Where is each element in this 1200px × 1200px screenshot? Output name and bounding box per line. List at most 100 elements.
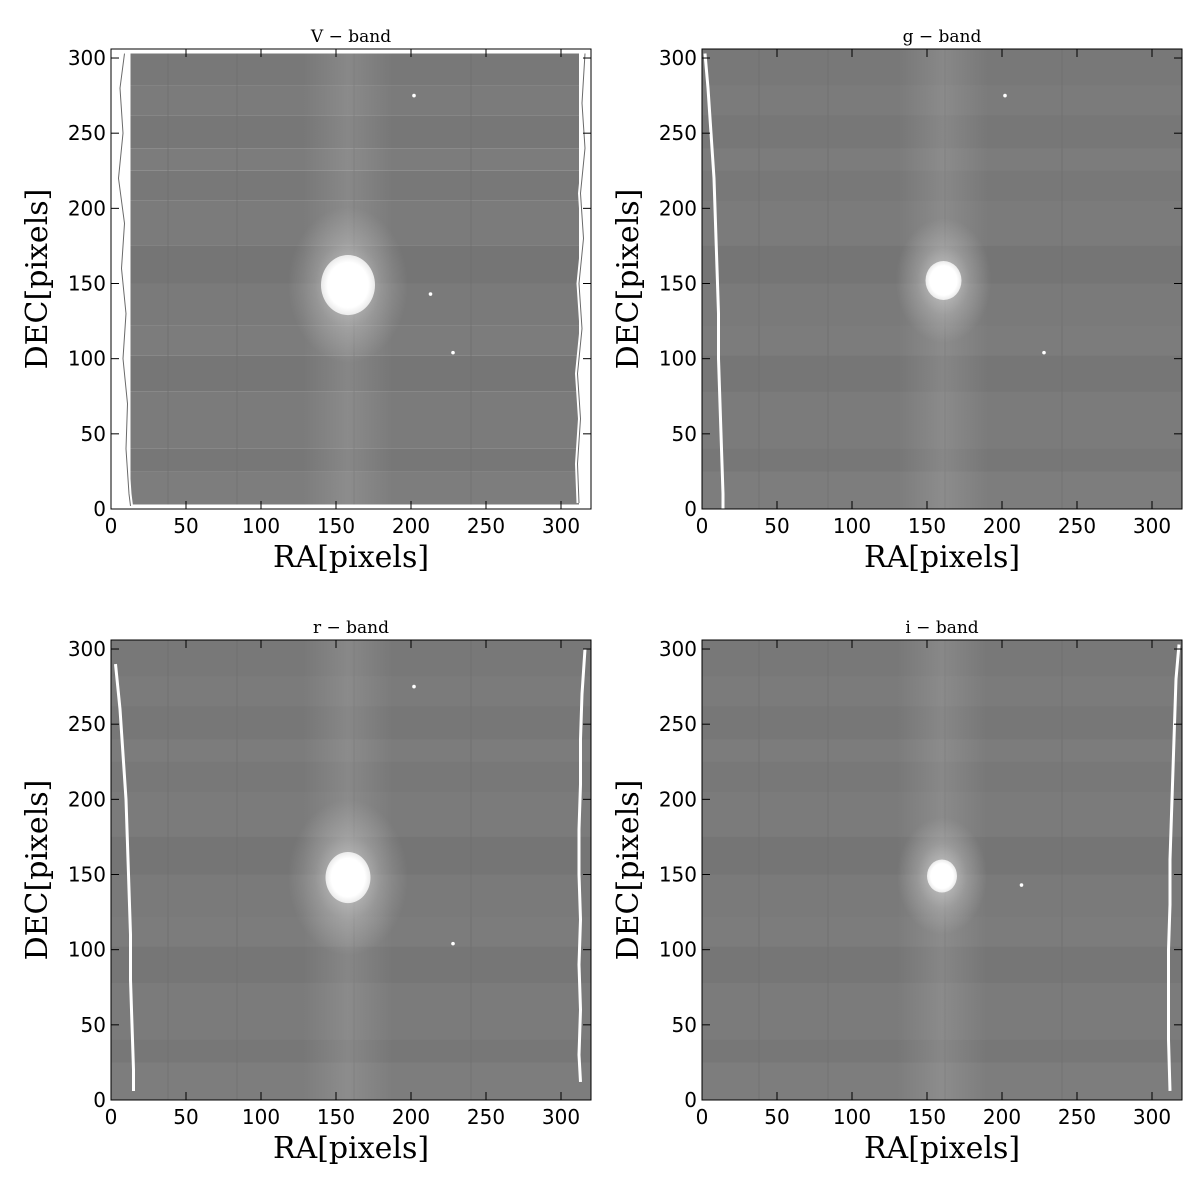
y-tick-label: 150 — [68, 272, 106, 296]
x-axis-label: RA[pixels] — [864, 1131, 1020, 1166]
y-tick-label: 250 — [68, 712, 106, 736]
tick-marks — [701, 49, 1182, 510]
x-tick-label: 50 — [173, 514, 198, 538]
image-area — [111, 640, 591, 1100]
image-area — [702, 640, 1182, 1100]
axes-frame — [701, 48, 1183, 510]
x-tick-label: 200 — [983, 1105, 1021, 1129]
tick-marks — [110, 49, 591, 510]
panel-title: g − band — [903, 27, 982, 47]
x-tick-label: 100 — [833, 514, 871, 538]
x-tick-label: 200 — [983, 514, 1021, 538]
panel-r-band: 0 50 100 150 200 250 300 0 50 100 150 200 250 300 r … — [20, 618, 592, 1166]
y-tick-labels: 0 50 100 150 200 250 300 — [659, 637, 697, 1112]
y-axis-label: DEC[pixels] — [611, 189, 646, 370]
x-tick-labels: 0 50 100 150 200 250 300 — [105, 1105, 580, 1129]
x-tick-label: 0 — [105, 514, 118, 538]
x-tick-label: 150 — [317, 1105, 355, 1129]
y-tick-label: 300 — [68, 637, 106, 661]
point-source — [451, 941, 455, 946]
y-tick-label: 100 — [68, 347, 106, 371]
y-tick-label: 150 — [659, 863, 697, 887]
point-source — [428, 292, 433, 296]
x-tick-label: 150 — [317, 514, 355, 538]
x-tick-label: 200 — [392, 514, 430, 538]
x-tick-labels: 0 50 100 150 200 250 300 — [696, 1105, 1171, 1129]
x-tick-label: 100 — [242, 1105, 280, 1129]
panel-i-band: 0 50 100 150 200 250 300 0 50 100 150 200 250 300 i … — [611, 618, 1183, 1166]
y-tick-label: 300 — [659, 46, 697, 70]
x-tick-label: 50 — [173, 1105, 198, 1129]
x-tick-label: 300 — [542, 514, 580, 538]
x-tick-label: 250 — [467, 514, 505, 538]
y-tick-labels: 0 50 100 150 200 250 300 — [68, 46, 106, 521]
y-tick-label: 0 — [684, 1088, 697, 1112]
panel-title: r − band — [313, 618, 389, 638]
x-tick-label: 100 — [833, 1105, 871, 1129]
panel-v-band: 0 50 100 150 200 250 300 0 50 100 150 200 250 300 V … — [20, 27, 592, 575]
edge-artifact — [703, 53, 725, 509]
y-tick-label: 250 — [659, 712, 697, 736]
tick-marks — [110, 640, 591, 1101]
x-tick-label: 300 — [542, 1105, 580, 1129]
axes-frame — [701, 639, 1183, 1101]
edge-artifact — [577, 648, 587, 1083]
axes-frame — [110, 639, 592, 1101]
x-tick-label: 150 — [908, 514, 946, 538]
x-tick-labels: 0 50 100 150 200 250 300 — [696, 514, 1171, 538]
x-tick-label: 0 — [105, 1105, 118, 1129]
point-source — [1042, 350, 1046, 355]
y-axis-label: DEC[pixels] — [20, 189, 55, 370]
y-tick-label: 50 — [672, 422, 697, 446]
y-tick-label: 100 — [659, 938, 697, 962]
panel-title: i − band — [905, 618, 978, 638]
x-axis-label: RA[pixels] — [864, 540, 1020, 575]
x-tick-labels: 0 50 100 150 200 250 300 — [105, 514, 580, 538]
y-axis-label: DEC[pixels] — [611, 780, 646, 961]
source-core — [925, 260, 962, 301]
source-core — [927, 859, 957, 893]
panel-g-band: 0 50 100 150 200 250 300 0 50 100 150 200 250 300 g … — [611, 27, 1183, 575]
point-source — [1003, 93, 1007, 98]
source-core — [321, 254, 375, 316]
y-tick-label: 50 — [81, 422, 106, 446]
x-tick-label: 250 — [1058, 514, 1096, 538]
axes-frame — [110, 48, 592, 510]
x-tick-label: 200 — [392, 1105, 430, 1129]
edge-artifact — [1167, 644, 1181, 1092]
y-tick-label: 50 — [672, 1013, 697, 1037]
y-tick-labels: 0 50 100 150 200 250 300 — [659, 46, 697, 521]
x-tick-label: 300 — [1133, 1105, 1171, 1129]
y-tick-label: 250 — [68, 121, 106, 145]
x-tick-label: 0 — [696, 514, 709, 538]
point-source — [412, 93, 416, 98]
y-tick-label: 100 — [68, 938, 106, 962]
y-tick-label: 200 — [68, 196, 106, 220]
x-axis-label: RA[pixels] — [273, 540, 429, 575]
y-tick-label: 50 — [81, 1013, 106, 1037]
y-tick-label: 0 — [93, 497, 106, 521]
y-axis-label: DEC[pixels] — [20, 780, 55, 961]
y-tick-label: 150 — [659, 272, 697, 296]
x-tick-label: 250 — [1058, 1105, 1096, 1129]
x-tick-label: 50 — [764, 1105, 789, 1129]
x-tick-label: 0 — [696, 1105, 709, 1129]
x-tick-label: 150 — [908, 1105, 946, 1129]
x-tick-label: 300 — [1133, 514, 1171, 538]
y-tick-label: 200 — [659, 196, 697, 220]
y-tick-label: 200 — [68, 787, 106, 811]
x-axis-label: RA[pixels] — [273, 1131, 429, 1166]
y-tick-label: 0 — [93, 1088, 106, 1112]
y-tick-label: 250 — [659, 121, 697, 145]
edge-outline — [117, 53, 131, 507]
y-tick-label: 200 — [659, 787, 697, 811]
x-tick-label: 50 — [764, 514, 789, 538]
x-tick-label: 250 — [467, 1105, 505, 1129]
image-area — [111, 49, 591, 509]
panel-title: V − band — [310, 27, 391, 47]
edge-artifact — [114, 663, 135, 1091]
y-tick-label: 150 — [68, 863, 106, 887]
y-tick-label: 300 — [659, 637, 697, 661]
x-tick-label: 100 — [242, 514, 280, 538]
